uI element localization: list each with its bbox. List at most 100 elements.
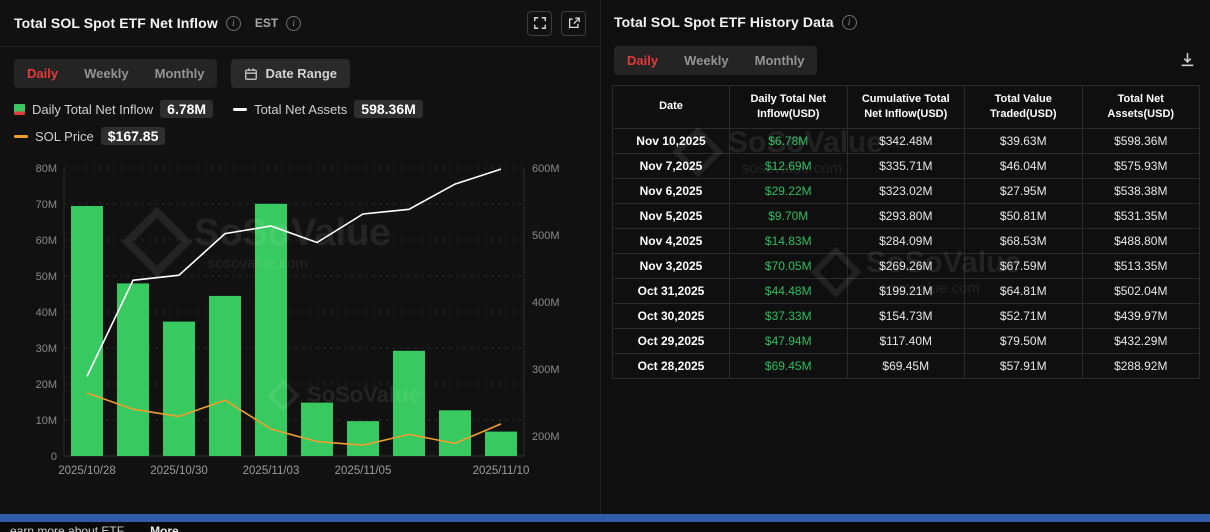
legend-sol-price[interactable]: SOL Price $167.85	[14, 127, 166, 145]
column-header-3: Total Value Traded(USD)	[964, 85, 1083, 129]
legend-total-net-assets[interactable]: Total Net Assets 598.36M	[233, 100, 423, 118]
inflow-cell: $6.78M	[729, 127, 848, 154]
date-cell: Nov 7,2025	[612, 152, 730, 179]
svg-text:10M: 10M	[36, 415, 57, 427]
cumulative-cell: $323.02M	[846, 177, 965, 204]
assets-cell: $531.35M	[1081, 202, 1200, 229]
share-button[interactable]	[561, 10, 586, 36]
left-title-group: Total SOL Spot ETF Net Inflow i EST i	[14, 15, 302, 31]
right-tab-weekly[interactable]: Weekly	[671, 46, 742, 75]
legend-daily-net-inflow[interactable]: Daily Total Net Inflow 6.78M	[14, 100, 214, 118]
table-row: Nov 10,2025 $6.78M $342.48M $39.63M $598.36M	[612, 127, 1200, 154]
history-table-body: Nov 10,2025 $6.78M $342.48M $39.63M $598.36M…	[612, 127, 1200, 379]
table-row: Oct 29,2025 $47.94M $117.40M $79.50M $432.29…	[612, 327, 1200, 354]
legend-row-2: SOL Price $167.85	[14, 127, 586, 145]
svg-text:60M: 60M	[36, 235, 57, 247]
table-row: Nov 6,2025 $29.22M $323.02M $27.95M $538.38M	[612, 177, 1200, 204]
date-cell: Oct 28,2025	[612, 352, 730, 379]
left-period-tabs: Daily Weekly Monthly	[14, 59, 218, 88]
svg-text:0: 0	[51, 451, 57, 463]
assets-cell: $598.36M	[1081, 127, 1200, 154]
info-icon[interactable]: i	[225, 15, 241, 31]
price-legend-value: $167.85	[100, 127, 166, 145]
left-tab-monthly[interactable]: Monthly	[142, 59, 218, 88]
table-row: Oct 31,2025 $44.48M $199.21M $64.81M $502.04…	[612, 277, 1200, 304]
cumulative-cell: $335.71M	[846, 152, 965, 179]
traded-cell: $64.81M	[964, 277, 1083, 304]
svg-text:2025/10/30: 2025/10/30	[150, 465, 208, 477]
download-icon	[1181, 52, 1194, 66]
inflow-cell: $12.69M	[729, 152, 848, 179]
fullscreen-icon	[533, 17, 546, 29]
svg-text:600M: 600M	[532, 163, 560, 175]
header-actions	[527, 10, 586, 36]
table-row: Oct 30,2025 $37.33M $154.73M $52.71M $439.97…	[612, 302, 1200, 329]
net-assets-line	[86, 168, 502, 377]
est-info-icon[interactable]: i	[286, 15, 302, 31]
history-table: Date Daily Total Net Inflow(USD) Cumulativ…	[612, 85, 1200, 379]
cumulative-cell: $154.73M	[846, 302, 965, 329]
table-row: Oct 28,2025 $69.45M $69.45M $57.91M $288.92M	[612, 352, 1200, 379]
bottom-banner: earn more about ETF More	[0, 514, 1210, 532]
net-inflow-panel: Total SOL Spot ETF Net Inflow i EST i Da…	[0, 0, 601, 518]
left-tab-weekly[interactable]: Weekly	[71, 59, 142, 88]
date-range-label: Date Range	[265, 66, 338, 81]
inflow-cell: $9.70M	[729, 202, 848, 229]
column-header-4: Total Net Assets(USD)	[1081, 85, 1200, 129]
date-cell: Nov 3,2025	[612, 252, 730, 279]
history-data-panel: Total SOL Spot ETF History Data i Daily …	[602, 0, 1210, 518]
history-table-header-row: Date Daily Total Net Inflow(USD) Cumulativ…	[612, 85, 1200, 129]
fullscreen-button[interactable]	[527, 10, 552, 36]
svg-text:300M: 300M	[532, 364, 560, 376]
price-legend-icon	[14, 134, 28, 138]
inflow-bars	[71, 203, 517, 456]
assets-cell: $575.93M	[1081, 152, 1200, 179]
assets-legend-label: Total Net Assets	[254, 101, 348, 117]
svg-text:400M: 400M	[532, 297, 560, 309]
assets-cell: $288.92M	[1081, 352, 1200, 379]
cumulative-cell: $293.80M	[846, 202, 965, 229]
footer-label: earn more about ETF	[10, 524, 125, 532]
traded-cell: $67.59M	[964, 252, 1083, 279]
svg-text:50M: 50M	[36, 271, 57, 283]
chart-controls: Daily Weekly Monthly Date Range	[14, 59, 586, 88]
traded-cell: $68.53M	[964, 227, 1083, 254]
assets-legend-icon	[233, 107, 248, 111]
right-tab-daily[interactable]: Daily	[614, 46, 671, 75]
date-range-button[interactable]: Date Range	[231, 59, 351, 88]
traded-cell: $79.50M	[964, 327, 1083, 354]
x-axis-labels: 2025/10/28 2025/10/30 2025/11/03 2025/11/05…	[58, 465, 529, 477]
assets-cell: $513.35M	[1081, 252, 1200, 279]
download-button[interactable]	[1177, 49, 1198, 73]
right-panel-header: Total SOL Spot ETF History Data i	[612, 0, 1200, 44]
left-tab-daily[interactable]: Daily	[14, 59, 71, 88]
footer-more-link[interactable]: More	[150, 524, 179, 532]
history-info-icon[interactable]: i	[841, 14, 857, 30]
svg-text:30M: 30M	[36, 343, 57, 355]
right-title-group: Total SOL Spot ETF History Data i	[614, 14, 857, 30]
svg-text:2025/11/05: 2025/11/05	[335, 465, 392, 477]
share-icon	[568, 17, 580, 29]
svg-text:500M: 500M	[532, 230, 560, 242]
assets-cell: $488.80M	[1081, 227, 1200, 254]
cumulative-cell: $284.09M	[846, 227, 965, 254]
svg-text:2025/11/03: 2025/11/03	[243, 465, 300, 477]
inflow-legend-label: Daily Total Net Inflow	[32, 101, 154, 117]
est-label: EST	[254, 16, 279, 30]
right-tab-monthly[interactable]: Monthly	[742, 46, 818, 75]
price-legend-label: SOL Price	[35, 128, 94, 144]
table-row: Nov 3,2025 $70.05M $269.26M $67.59M $513.35M	[612, 252, 1200, 279]
net-inflow-chart[interactable]: 0 10M 20M 30M 40M 50M 60M 70M 80M 200M 300M 400M 500…	[14, 154, 589, 502]
grid-lines: 0 10M 20M 30M 40M 50M 60M 70M 80M 200M 300M 400M 500…	[36, 163, 560, 463]
inflow-legend-icon	[14, 103, 25, 115]
table-row: Nov 4,2025 $14.83M $284.09M $68.53M $488.80M	[612, 227, 1200, 254]
date-cell: Nov 10,2025	[612, 127, 730, 154]
svg-text:2025/11/10: 2025/11/10	[473, 465, 530, 477]
date-cell: Nov 6,2025	[612, 177, 730, 204]
inflow-cell: $37.33M	[729, 302, 848, 329]
history-controls: Daily Weekly Monthly	[614, 46, 1198, 75]
traded-cell: $39.63M	[964, 127, 1083, 154]
svg-text:70M: 70M	[36, 199, 57, 211]
svg-text:20M: 20M	[36, 379, 57, 391]
